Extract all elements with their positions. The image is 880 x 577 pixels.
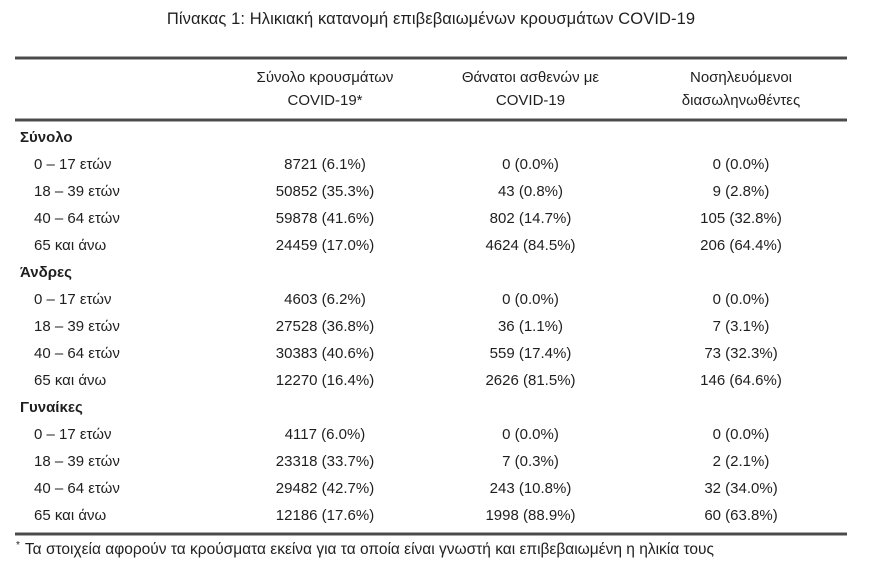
- cell-intubated: 0 (0.0%): [712, 156, 770, 173]
- col-header-intubated: Νοσηλευόμενοι διασωληνωθέντες: [635, 66, 847, 112]
- table-row: 18 – 39 ετών 23318 (33.7%) 7 (0.3%) 2 (2…: [15, 448, 847, 475]
- table-row: 18 – 39 ετών 27528 (36.8%) 36 (1.1%) 7 (…: [15, 313, 847, 340]
- cell-total-cases: 4603 (6.2%): [284, 291, 366, 308]
- cell-total-cases: 8721 (6.1%): [284, 156, 366, 173]
- cell-deaths: 7 (0.3%): [502, 453, 559, 470]
- cell-total-cases: 23318 (33.7%): [275, 453, 375, 470]
- footnote-marker: *: [16, 540, 20, 551]
- cell-total-cases: 12186 (17.6%): [275, 507, 375, 524]
- cell-deaths: 802 (14.7%): [489, 210, 572, 227]
- table-row: 65 και άνω 24459 (17.0%) 4624 (84.5%) 20…: [15, 232, 847, 259]
- cell-total-cases: 30383 (40.6%): [275, 345, 375, 362]
- cell-intubated: 2 (2.1%): [712, 453, 770, 470]
- cell-deaths: 43 (0.8%): [497, 183, 564, 200]
- col-header-cases-line2: COVID-19*: [287, 92, 363, 109]
- col-header-intubated-line2: διασωληνωθέντες: [681, 92, 801, 109]
- cell-deaths: 0 (0.0%): [502, 291, 559, 308]
- row-label: 65 και άνω: [34, 507, 107, 524]
- table-row: 0 – 17 ετών 4117 (6.0%) 0 (0.0%) 0 (0.0%…: [15, 421, 847, 448]
- col-header-cases: Σύνολο κρουσμάτων COVID-19*: [224, 66, 426, 112]
- row-label: 40 – 64 ετών: [34, 345, 120, 362]
- col-header-deaths: Θάνατοι ασθενών με COVID-19: [426, 66, 635, 112]
- group-label: Σύνολο: [20, 129, 73, 146]
- cell-intubated: 146 (64.6%): [700, 372, 782, 389]
- cell-intubated: 73 (32.3%): [704, 345, 778, 362]
- cell-intubated: 60 (63.8%): [704, 507, 778, 524]
- cell-total-cases: 59878 (41.6%): [275, 210, 375, 227]
- cell-total-cases: 4117 (6.0%): [284, 426, 366, 443]
- cell-deaths: 243 (10.8%): [489, 480, 572, 497]
- cell-deaths: 36 (1.1%): [497, 318, 564, 335]
- row-label: 65 και άνω: [34, 372, 107, 389]
- bottom-rule: [15, 532, 847, 536]
- table-row: 65 και άνω 12270 (16.4%) 2626 (81.5%) 14…: [15, 367, 847, 394]
- row-label: 40 – 64 ετών: [34, 210, 120, 227]
- cell-total-cases: 12270 (16.4%): [275, 372, 375, 389]
- group-row-men: Άνδρες: [15, 259, 847, 286]
- cell-deaths: 0 (0.0%): [502, 156, 559, 173]
- cell-intubated: 9 (2.8%): [712, 183, 770, 200]
- row-label: 0 – 17 ετών: [34, 156, 112, 173]
- cell-deaths: 559 (17.4%): [489, 345, 572, 362]
- data-table: Σύνολο κρουσμάτων COVID-19* Θάνατοι ασθε…: [15, 56, 847, 559]
- cell-deaths: 1998 (88.9%): [485, 507, 576, 524]
- table-row: 0 – 17 ετών 4603 (6.2%) 0 (0.0%) 0 (0.0%…: [15, 286, 847, 313]
- row-label: 18 – 39 ετών: [34, 183, 120, 200]
- group-row-women: Γυναίκες: [15, 394, 847, 421]
- cell-intubated: 0 (0.0%): [712, 291, 770, 308]
- cell-intubated: 105 (32.8%): [700, 210, 782, 227]
- row-label: 65 και άνω: [34, 237, 107, 254]
- cell-intubated: 7 (3.1%): [712, 318, 770, 335]
- page-title: Πίνακας 1: Ηλικιακή κατανομή επιβεβαιωμέ…: [166, 10, 696, 28]
- group-label: Άνδρες: [20, 264, 72, 281]
- table-row: 18 – 39 ετών 50852 (35.3%) 43 (0.8%) 9 (…: [15, 178, 847, 205]
- row-label: 40 – 64 ετών: [34, 480, 120, 497]
- cell-intubated: 0 (0.0%): [712, 426, 770, 443]
- footnote-text: Τα στοιχεία αφορούν τα κρούσματα εκείνα …: [24, 541, 714, 558]
- table-header-row: Σύνολο κρουσμάτων COVID-19* Θάνατοι ασθε…: [15, 60, 847, 118]
- cell-total-cases: 50852 (35.3%): [275, 183, 375, 200]
- cell-intubated: 206 (64.4%): [700, 237, 782, 254]
- footnote: * Τα στοιχεία αφορούν τα κρούσματα εκείνα…: [15, 540, 847, 559]
- table-row: 0 – 17 ετών 8721 (6.1%) 0 (0.0%) 0 (0.0%…: [15, 151, 847, 178]
- row-label: 18 – 39 ετών: [34, 318, 120, 335]
- row-label: 0 – 17 ετών: [34, 291, 112, 308]
- table-row: 40 – 64 ετών 59878 (41.6%) 802 (14.7%) 1…: [15, 205, 847, 232]
- top-rule: [15, 56, 847, 60]
- table-row: 65 και άνω 12186 (17.6%) 1998 (88.9%) 60…: [15, 502, 847, 529]
- row-label: 0 – 17 ετών: [34, 426, 112, 443]
- cell-deaths: 0 (0.0%): [502, 426, 559, 443]
- col-header-deaths-line2: COVID-19: [495, 92, 566, 109]
- group-row-total: Σύνολο: [15, 124, 847, 151]
- col-header-deaths-line1: Θάνατοι ασθενών με: [461, 69, 600, 86]
- header-rule: [15, 118, 847, 122]
- cell-deaths: 4624 (84.5%): [485, 237, 576, 254]
- cell-total-cases: 24459 (17.0%): [275, 237, 375, 254]
- table-row: 40 – 64 ετών 30383 (40.6%) 559 (17.4%) 7…: [15, 340, 847, 367]
- col-header-intubated-line1: Νοσηλευόμενοι: [689, 69, 792, 86]
- group-label: Γυναίκες: [20, 399, 83, 416]
- cell-intubated: 32 (34.0%): [704, 480, 778, 497]
- cell-total-cases: 27528 (36.8%): [275, 318, 375, 335]
- row-label: 18 – 39 ετών: [34, 453, 120, 470]
- cell-deaths: 2626 (81.5%): [485, 372, 576, 389]
- table-body: Σύνολο 0 – 17 ετών 8721 (6.1%) 0 (0.0%) …: [15, 122, 847, 532]
- table-row: 40 – 64 ετών 29482 (42.7%) 243 (10.8%) 3…: [15, 475, 847, 502]
- col-header-cases-line1: Σύνολο κρουσμάτων: [256, 69, 394, 86]
- cell-total-cases: 29482 (42.7%): [275, 480, 375, 497]
